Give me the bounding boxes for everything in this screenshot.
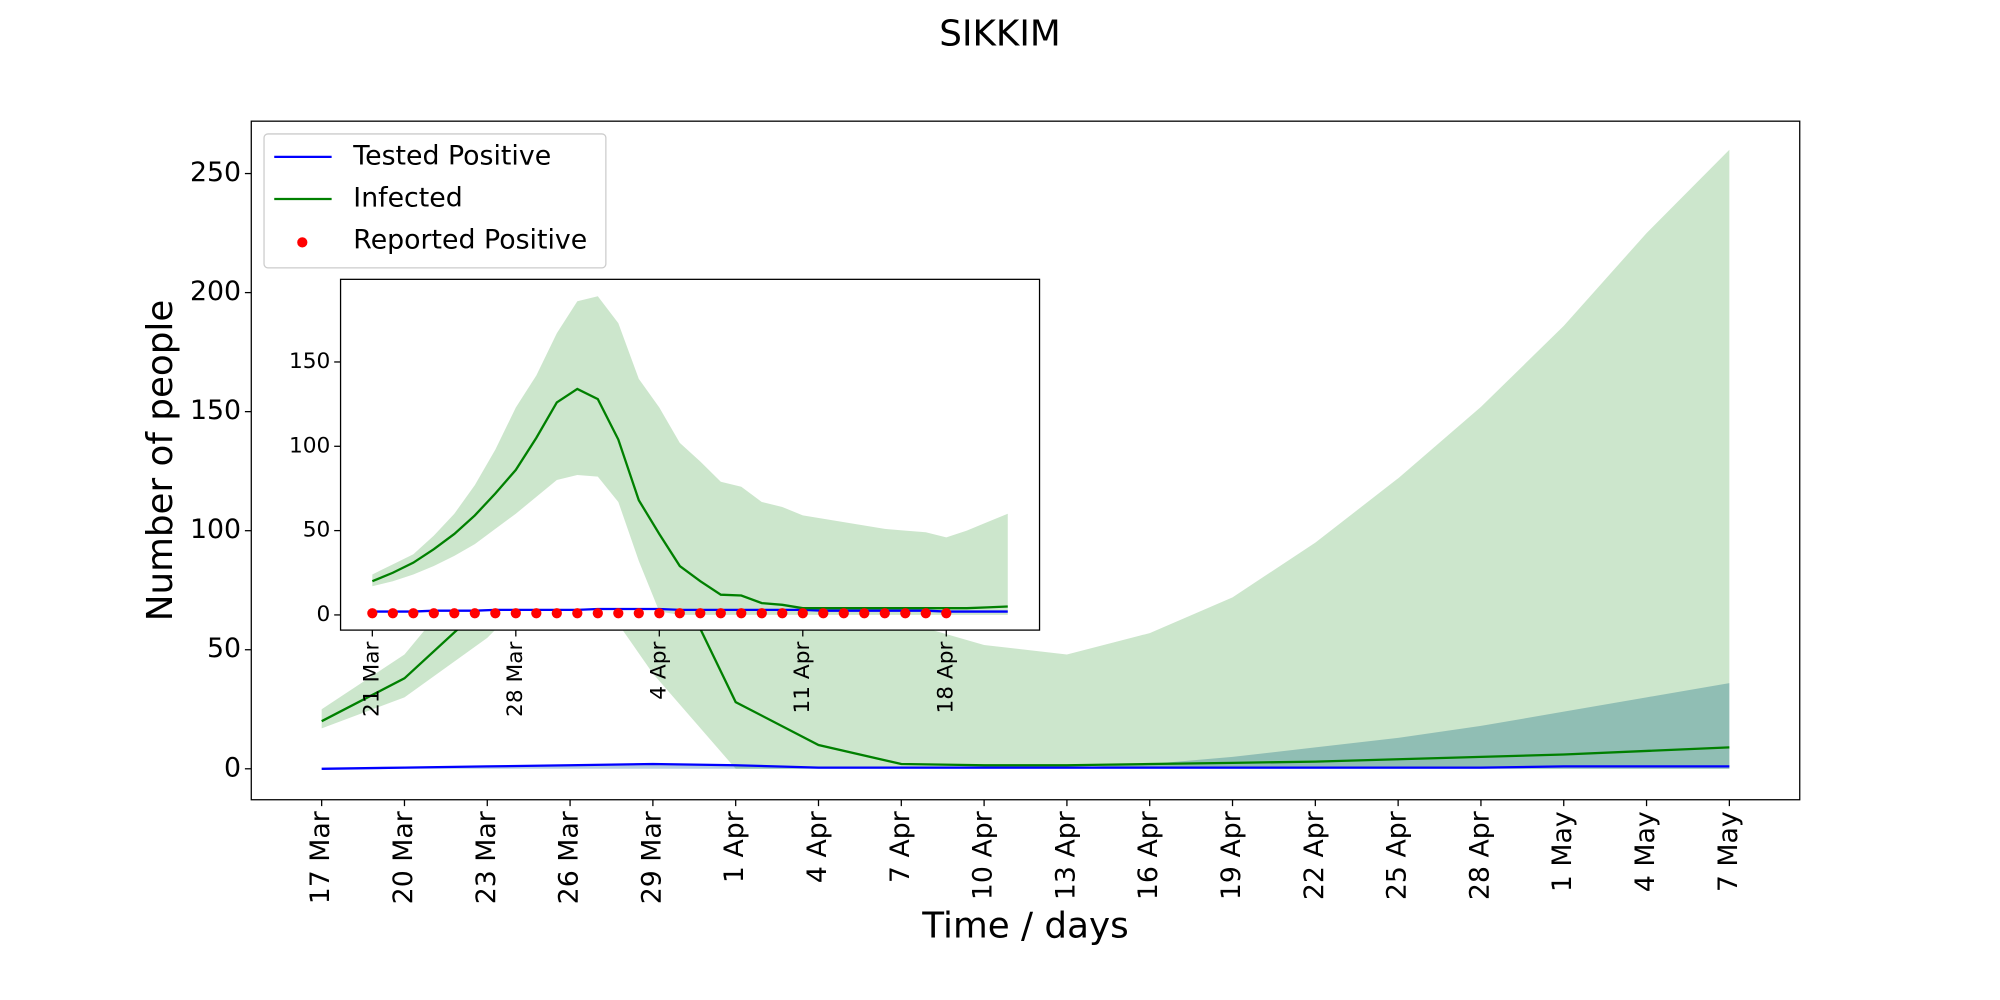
data-point: [551, 608, 562, 619]
y-axis-label: Number of people: [140, 300, 181, 622]
data-point: [941, 608, 952, 619]
data-point: [449, 608, 460, 619]
data-point: [674, 608, 685, 619]
y-tick-label: 0: [317, 602, 331, 627]
data-point: [736, 608, 747, 619]
data-point: [695, 608, 706, 619]
x-tick-label: 10 Apr: [968, 811, 999, 900]
data-point: [838, 608, 849, 619]
y-tick-label: 200: [190, 276, 241, 307]
data-point: [531, 608, 542, 619]
y-tick-label: 150: [190, 395, 241, 426]
data-point: [900, 608, 911, 619]
plot-area: [340, 279, 1040, 631]
series-line: [371, 387, 1008, 610]
data-point: [613, 608, 624, 619]
x-tick-label: 28 Apr: [1464, 811, 1495, 900]
x-tick-label: 29 Mar: [636, 811, 667, 904]
x-tick-label: 20 Mar: [388, 811, 419, 904]
data-point: [715, 608, 726, 619]
data-point: [920, 608, 931, 619]
series-line: [321, 762, 1730, 770]
x-tick-label: 25 Apr: [1382, 811, 1413, 900]
x-tick-label: 1 Apr: [719, 811, 750, 883]
y-tick-label: 100: [289, 433, 330, 458]
axes-frame: [250, 120, 1801, 801]
y-tick-label: 50: [207, 633, 241, 664]
confidence-band: [321, 683, 1730, 769]
x-tick-label: 18 Apr: [933, 642, 958, 714]
confidence-band: [372, 296, 1008, 615]
y-tick-label: 0: [224, 752, 241, 783]
x-axis-label: Time / days: [921, 905, 1128, 946]
x-tick-label: 13 Apr: [1050, 811, 1081, 900]
legend-label: Reported Positive: [353, 225, 587, 256]
data-point: [387, 608, 398, 619]
axes-frame: [339, 278, 1041, 631]
x-tick-label: 26 Mar: [554, 811, 585, 904]
legend-marker: [297, 237, 308, 248]
x-tick-label: 4 May: [1630, 811, 1661, 892]
x-tick-label: 4 Apr: [802, 811, 833, 883]
data-point: [408, 608, 419, 619]
data-point: [797, 608, 808, 619]
x-tick-label: 19 Apr: [1216, 811, 1247, 900]
data-point: [756, 608, 767, 619]
x-tick-label: 7 May: [1713, 811, 1744, 892]
data-point: [490, 608, 501, 619]
x-tick-label: 7 Apr: [885, 811, 916, 883]
x-tick-label: 17 Mar: [305, 811, 336, 904]
legend-label: Tested Positive: [352, 140, 551, 171]
chart-title: SIKKIM: [939, 14, 1060, 55]
x-tick-label: 11 Apr: [790, 642, 815, 714]
x-tick-label: 22 Apr: [1299, 811, 1330, 900]
y-tick-label: 250: [190, 157, 241, 188]
y-tick-label: 100: [190, 514, 241, 545]
legend-label: Infected: [353, 182, 462, 213]
y-tick-label: 150: [289, 349, 330, 374]
data-point: [818, 608, 829, 619]
data-point: [572, 608, 583, 619]
data-point: [428, 608, 439, 619]
x-tick-label: 16 Apr: [1133, 811, 1164, 900]
y-tick-label: 50: [303, 518, 331, 543]
data-point: [469, 608, 480, 619]
data-point: [879, 608, 890, 619]
data-point: [777, 608, 788, 619]
data-point: [592, 608, 603, 619]
legend-box: [263, 133, 607, 269]
x-tick-label: 4 Apr: [646, 641, 671, 699]
x-tick-label: 1 May: [1547, 811, 1578, 892]
x-tick-label: 28 Mar: [503, 641, 528, 716]
x-tick-label: 23 Mar: [471, 811, 502, 904]
data-point: [367, 608, 378, 619]
data-point: [859, 608, 870, 619]
data-point: [654, 608, 665, 619]
x-tick-label: 21 Mar: [359, 641, 384, 716]
data-point: [510, 608, 521, 619]
data-point: [633, 608, 644, 619]
